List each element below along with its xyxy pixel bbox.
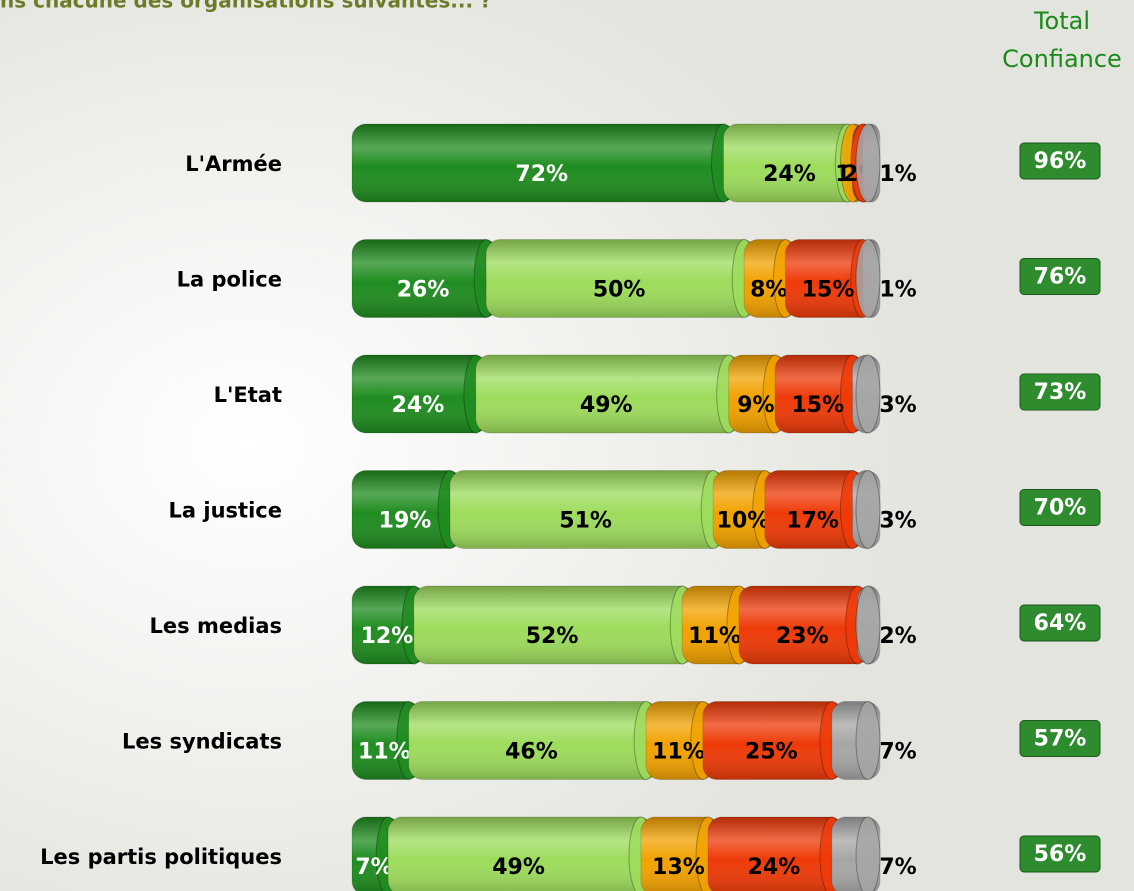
bar-cap [855, 239, 881, 318]
bar-cap [855, 354, 881, 434]
total-label: 96% [1034, 149, 1087, 174]
value-label: 7% [879, 740, 916, 765]
total-header: Confiance [1002, 45, 1122, 73]
total-box [1019, 489, 1101, 526]
total-box [1019, 835, 1101, 873]
bar-cap [855, 585, 881, 665]
value-label: 24% [763, 162, 816, 187]
category-label: L'Etat [214, 383, 282, 407]
bar-cap [855, 470, 881, 549]
bar-shine [723, 124, 860, 202]
value-label: 7% [355, 855, 392, 880]
value-label: 9% [737, 393, 774, 418]
value-label: 3% [879, 393, 916, 418]
total-box [1019, 720, 1101, 757]
value-label: 23% [776, 624, 829, 649]
value-label: 2% [879, 624, 916, 649]
value-label: 25% [745, 740, 798, 765]
bar-cap [855, 123, 881, 203]
value-label: 13% [652, 855, 705, 880]
value-label: 19% [379, 509, 432, 534]
bar-shine [475, 355, 741, 433]
value-label: 8% [750, 278, 787, 303]
total-label: 76% [1034, 265, 1087, 290]
value-label: 15% [791, 393, 844, 418]
total-box [1019, 373, 1101, 411]
value-label: 46% [505, 740, 558, 765]
value-label: 11% [652, 740, 705, 765]
bar-shine [388, 817, 653, 891]
value-label: 17% [786, 509, 839, 534]
total-label: 56% [1034, 842, 1087, 867]
chart-title: ns chacune des organisations suivantes..… [0, 0, 492, 13]
total-label: 64% [1034, 611, 1087, 636]
value-label: 15% [802, 278, 855, 303]
total-box [1019, 258, 1101, 295]
total-box [1019, 142, 1101, 180]
bar-shine [352, 124, 736, 202]
total-box [1019, 604, 1101, 642]
bar-shine [352, 355, 488, 433]
total-label: 57% [1034, 727, 1087, 752]
value-label: 1% [879, 162, 916, 187]
bar-shine [702, 701, 844, 780]
category-label: L'Armée [185, 152, 282, 176]
bar-shine [486, 239, 757, 318]
bar-shine [408, 701, 659, 780]
bar-shine [352, 470, 463, 549]
category-label: Les syndicats [122, 730, 282, 754]
value-label: 49% [492, 855, 545, 880]
bar-shine [739, 586, 870, 664]
value-label: 50% [593, 278, 646, 303]
bar-shine [764, 470, 865, 549]
bar-shine [352, 239, 499, 318]
value-label: 10% [717, 509, 770, 534]
value-label: 3% [879, 509, 916, 534]
value-label: 49% [580, 393, 633, 418]
category-label: Les partis politiques [40, 845, 282, 869]
value-label: 26% [397, 278, 450, 303]
value-label: 7% [879, 855, 916, 880]
value-label: 52% [526, 624, 579, 649]
bar-cap [855, 816, 881, 891]
value-label: 72% [515, 162, 568, 187]
value-label: 1% [879, 278, 916, 303]
bar-shine [413, 586, 695, 664]
total-header: Total [1033, 7, 1090, 35]
category-label: Les medias [150, 614, 282, 638]
bar-shine [708, 817, 844, 891]
bar-shine [450, 470, 726, 549]
total-label: 70% [1034, 496, 1087, 521]
value-label: 51% [559, 509, 612, 534]
value-label: 11% [688, 624, 741, 649]
value-label: 24% [748, 855, 801, 880]
value-label: 11% [358, 740, 411, 765]
bar-cap [855, 701, 881, 780]
value-label: 24% [392, 393, 445, 418]
value-label: 12% [361, 624, 414, 649]
total-label: 73% [1034, 380, 1087, 405]
category-label: La police [177, 268, 282, 292]
category-label: La justice [169, 499, 282, 523]
